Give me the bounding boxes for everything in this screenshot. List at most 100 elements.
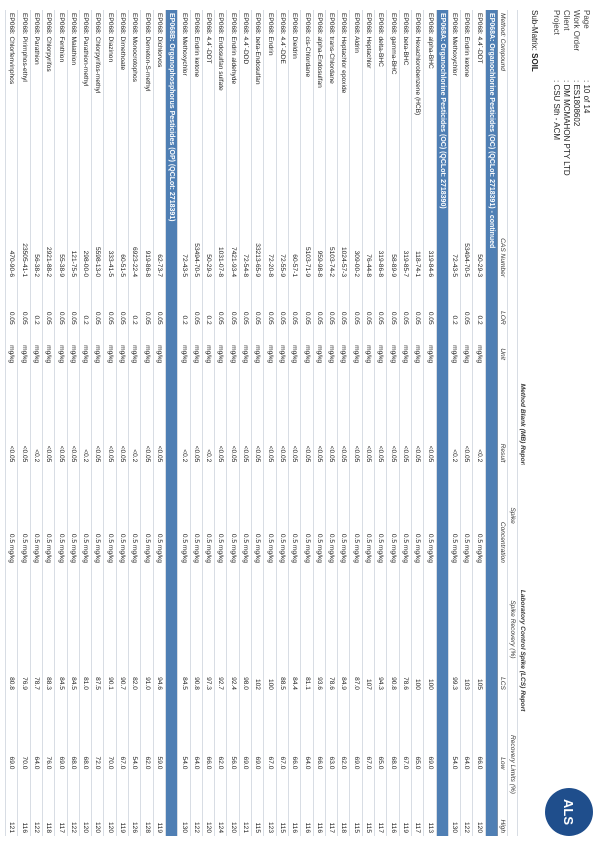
data-row: EP068: 4.4`-DDT 50-29-3 0.2 mg/kg <0.2 0.5 mg… [472,10,486,836]
cell: 60-51-5 [116,221,129,281]
cell: mg/kg [337,327,350,381]
cell: 66.0 [202,692,215,773]
cell: EP068: Hexachlorobenzene (HCB) [411,10,424,222]
cell: 959-98-8 [313,221,326,281]
column-header: LOR [497,280,508,328]
cell: 0.05 [67,280,80,328]
sub-matrix-value: SOIL [530,53,539,72]
cell: 102 [251,565,264,693]
cell: EP068: 4.4`-DDE [276,10,289,222]
cell: EP068: cis-Chlordane [300,10,314,222]
cell: 115 [362,772,375,836]
cell: 117 [411,772,424,836]
cell: 0.5 mg/kg [202,465,215,566]
cell: 76.0 [42,692,55,773]
cell: mg/kg [460,327,473,381]
cell: 0.5 mg/kg [79,465,92,566]
cell: EP068: Heptachlor [362,10,375,222]
cell: 113 [423,772,437,836]
data-row: EP068: Chlorpyrifos-methyl 5598-13-0 0.05 m… [91,10,104,836]
cell: mg/kg [153,327,166,381]
cell: 0.2 [472,280,486,328]
logo: ALS [545,788,593,836]
cell: mg/kg [349,327,363,381]
cell: mg/kg [17,327,31,381]
field-label: Project [552,10,561,35]
cell: 64.0 [30,692,43,773]
column-header: Low [497,692,508,773]
field-value: : ES1808602 [572,80,581,127]
cell: mg/kg [42,327,55,381]
cell: 81.0 [79,565,92,693]
sub-matrix-label: Sub-Matrix: [530,10,539,54]
cell: 116 [288,772,301,836]
cell: 119 [399,772,412,836]
cell: 90.8 [386,565,400,693]
cell: 72-43-5 [177,221,191,281]
cell: 0.5 mg/kg [374,465,387,566]
cell: 64.0 [190,692,203,773]
cell: <0.05 [116,380,129,466]
cell: 2921-88-2 [42,221,55,281]
cell: mg/kg [116,327,129,381]
cell: 119 [153,772,166,836]
data-row: EP068: Chlorpyrifos 2921-88-2 0.05 mg/kg <0.… [42,10,55,836]
cell: <0.2 [472,380,486,466]
cell: 116 [386,772,400,836]
cell: EP068: Chlorpyrifos-methyl [91,10,104,222]
cell: <0.05 [5,380,18,466]
sub-matrix: Sub-Matrix: SOIL [530,10,539,72]
cell: 0.05 [362,280,375,328]
cell: 120 [202,772,215,836]
cell: 5103-71-9 [300,221,314,281]
cell: 0.5 mg/kg [116,465,129,566]
cell: 0.5 mg/kg [153,465,166,566]
cell: <0.05 [325,380,338,466]
cell: 92.4 [226,565,240,693]
data-row: EP068: alpha-Endosulfan 959-98-8 0.05 mg/kg… [313,10,326,836]
cell: <0.05 [288,380,301,466]
data-row: EP068: Endrin aldehyde 7421-93-4 0.05 mg/kg… [226,10,240,836]
cell: 100 [423,565,437,693]
cell: mg/kg [325,327,338,381]
data-row: EP068: Methoxychlor 72-43-5 0.2 mg/kg <0.2 0.… [177,10,191,836]
column-header: Concentration [497,465,508,566]
section-row: EP068A: Organochlorine Pesticides (OC) (… [485,10,498,836]
cell: 7421-93-4 [226,221,240,281]
cell: EP068: Parathion [30,10,43,222]
cell: <0.05 [362,380,375,466]
cell: 67.0 [362,692,375,773]
spike-header: Spike [507,465,518,566]
cell: 68.0 [79,692,92,773]
cell: 76-44-8 [362,221,375,281]
cell: 62-73-7 [153,221,166,281]
cell: 0.5 mg/kg [251,465,264,566]
cell: 0.5 mg/kg [423,465,437,566]
cell: 62.0 [140,692,154,773]
cell: 64.0 [300,692,314,773]
cell: 0.05 [5,280,18,328]
cell: 55-38-9 [54,221,68,281]
cell: 54.0 [448,692,461,773]
cell: mg/kg [251,327,264,381]
cell: 117 [374,772,387,836]
cell: 0.5 mg/kg [42,465,55,566]
cell: <0.05 [349,380,363,466]
cell: 59.0 [153,692,166,773]
cell: EP068: delta-BHC [374,10,387,222]
cell: 0.5 mg/kg [472,465,486,566]
cell: 0.5 mg/kg [91,465,104,566]
cell: 56.0 [226,692,240,773]
data-row: EP068: Endrin 72-20-8 0.05 mg/kg <0.05 0.5 mg… [263,10,277,836]
cell: <0.2 [128,380,141,466]
cell: 319-85-7 [399,221,412,281]
cell: 122 [30,772,43,836]
cell: mg/kg [202,327,215,381]
header-field: Client: DM MCMAHON PTY LTD [561,10,571,176]
cell: EP068: Chlorfenvinphos [5,10,18,222]
cell: 0.5 mg/kg [190,465,203,566]
cell: 93.6 [313,565,326,693]
cell: 0.5 mg/kg [337,465,350,566]
cell: <0.05 [17,380,31,466]
